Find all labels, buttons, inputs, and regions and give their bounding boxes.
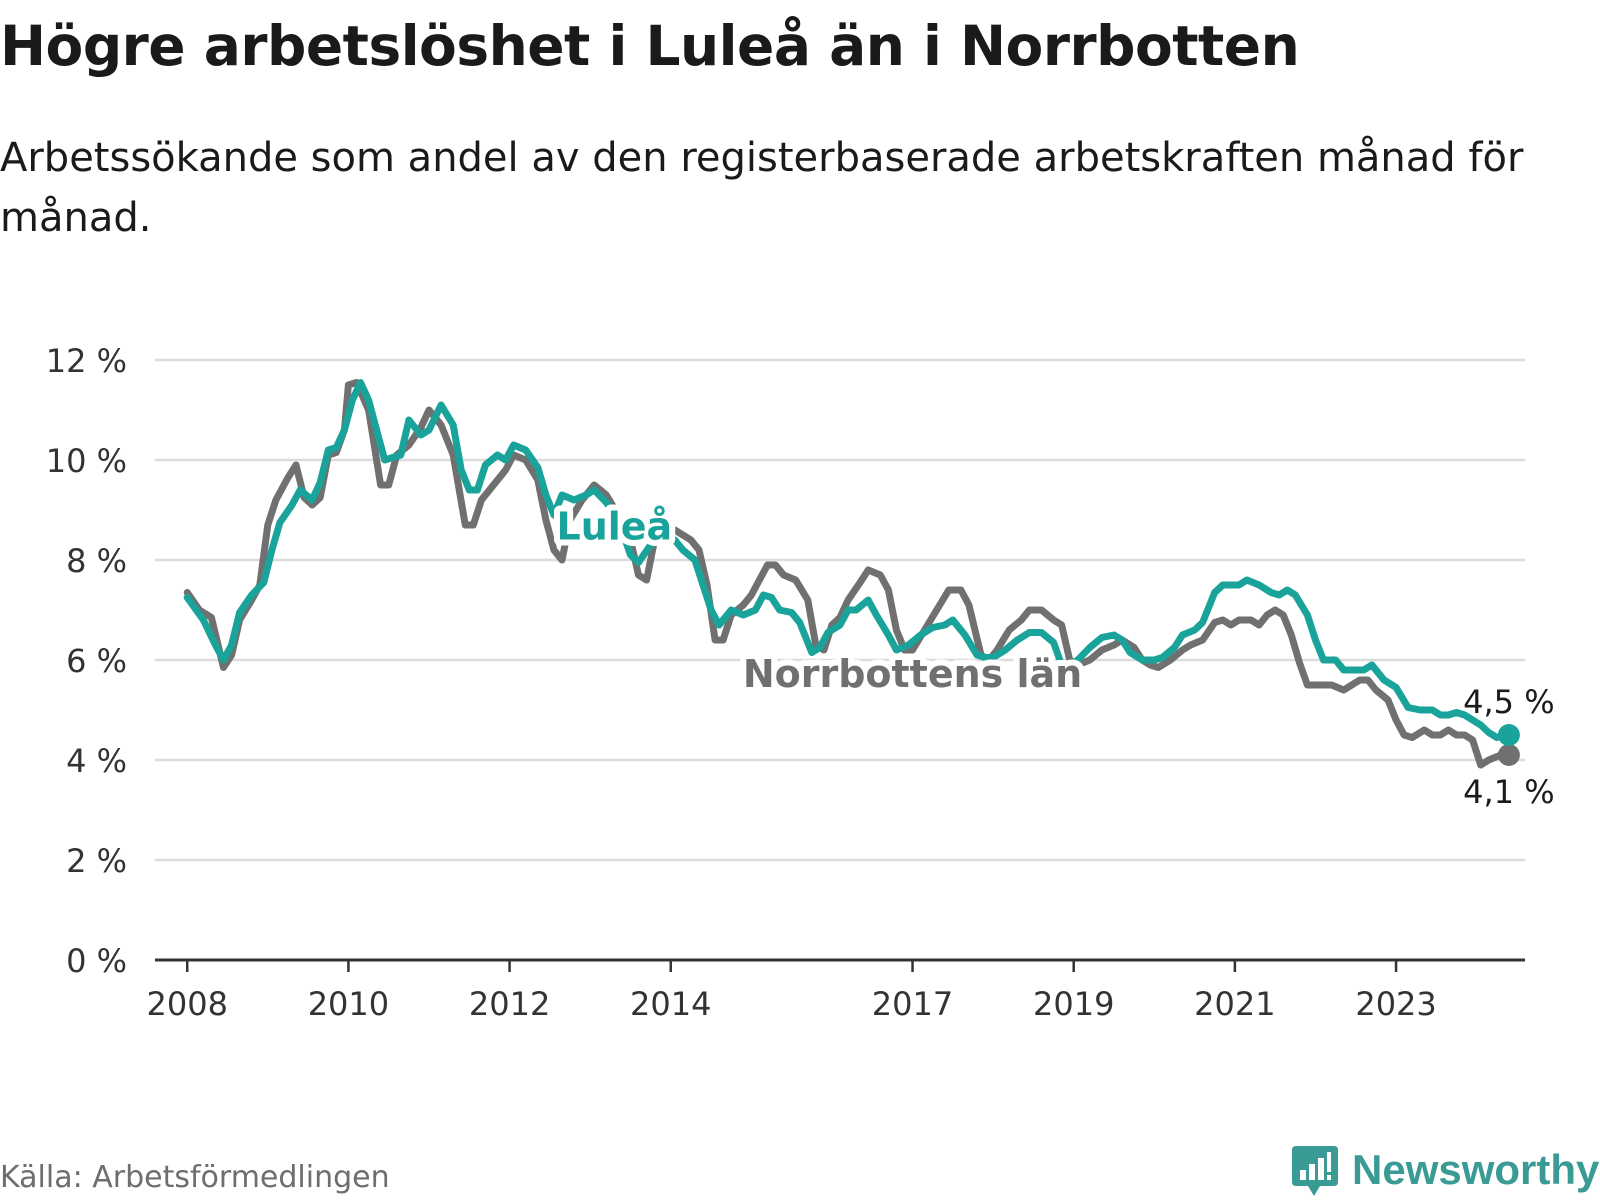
chart-title: Högre arbetslöshet i Luleå än i Norrbott… xyxy=(0,14,1300,78)
series-end-marker xyxy=(1497,724,1520,746)
newsworthy-logo-icon xyxy=(1292,1146,1338,1196)
series-end-label: 4,1 % xyxy=(1463,773,1554,811)
source-note: Källa: Arbetsförmedlingen xyxy=(0,1160,390,1195)
x-tick-label: 2008 xyxy=(147,985,228,1023)
y-tick-label: 6 % xyxy=(66,642,127,680)
x-tick-label: 2023 xyxy=(1355,985,1436,1023)
brand[interactable]: Newsworthy xyxy=(1290,1142,1599,1198)
x-tick-label: 2014 xyxy=(630,985,711,1023)
x-tick-label: 2010 xyxy=(308,985,389,1023)
series-name-halo: Norrbottens län xyxy=(743,652,1082,696)
y-axis-ticks: 0 % 2 % 4 % 6 % 8 % 10 % 12 % xyxy=(46,342,127,980)
x-tick-label: 2021 xyxy=(1194,985,1275,1023)
series-name-lulea: Luleå xyxy=(556,505,672,549)
series-end-marker xyxy=(1497,744,1520,766)
x-tick-label: 2019 xyxy=(1033,985,1114,1023)
series-line-norrbotten xyxy=(183,379,1513,769)
brand-name: Newsworthy xyxy=(1352,1146,1600,1193)
series-end-label: 4,5 % xyxy=(1463,683,1554,721)
y-tick-label: 2 % xyxy=(66,842,127,880)
y-tick-label: 10 % xyxy=(46,442,127,480)
series-lines xyxy=(183,379,1513,769)
x-tick-label: 2012 xyxy=(469,985,550,1023)
series-name-norrbotten: Norrbottens län xyxy=(743,652,1082,696)
chart-subtitle: Arbetssökande som andel av den registerb… xyxy=(0,135,1524,241)
y-tick-label: 4 % xyxy=(66,742,127,780)
line-chart: 0 % 2 % 4 % 6 % 8 % 10 % 12 % 2008 2010 2012 2014… xyxy=(46,342,1555,1023)
series-name-halo: Luleå xyxy=(556,505,672,549)
x-axis-ticks: 2008 2010 2012 2014 2017 2019 2021 2023 xyxy=(147,960,1437,1023)
y-tick-label: 8 % xyxy=(66,542,127,580)
x-tick-label: 2017 xyxy=(872,985,953,1023)
y-tick-label: 0 % xyxy=(66,942,127,980)
series-line-lulea xyxy=(183,379,1513,741)
y-tick-label: 12 % xyxy=(46,342,127,380)
